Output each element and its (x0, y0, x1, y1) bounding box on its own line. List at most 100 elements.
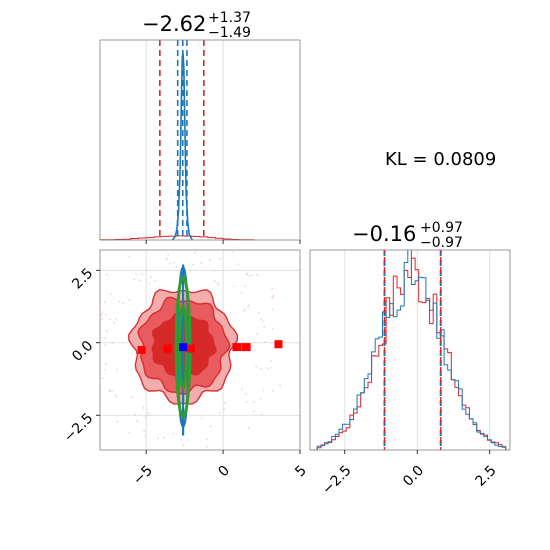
joint-scatter-point (101, 377, 104, 380)
joint-y-tick-label: −2.5 (61, 410, 96, 445)
joint-scatter-point (209, 259, 212, 262)
joint-scatter-point (81, 317, 83, 319)
joint-scatter-point (113, 322, 116, 324)
top-marginal-title-plus: +1.37 (208, 10, 251, 26)
joint-scatter-point (247, 304, 250, 307)
top-marginal-frame (99, 39, 301, 241)
joint-scatter-point (104, 300, 107, 303)
joint-scatter-point (272, 390, 275, 392)
joint-scatter-point (232, 250, 235, 253)
joint-scatter-point (114, 394, 117, 397)
joint-scatter-point (136, 420, 139, 423)
joint-scatter-point (128, 299, 130, 302)
joint-scatter-point (148, 282, 151, 285)
joint-scatter-point (142, 405, 145, 408)
joint-scatter-point (267, 367, 269, 370)
joint-scatter-point (141, 273, 144, 276)
right-marginal-quantile-lines (383, 250, 442, 450)
joint-scatter-point (259, 367, 262, 370)
joint-scatter-point (244, 285, 246, 287)
joint-scatter-point (213, 280, 216, 283)
joint-scatter-point (223, 402, 226, 404)
joint-scatter-point (175, 266, 178, 268)
joint-scatter-point (85, 368, 87, 370)
joint-scatter-point (263, 326, 266, 328)
joint-scatter-point (252, 401, 255, 403)
joint-scatter-point (193, 251, 196, 254)
joint-scatter-point (163, 436, 165, 439)
joint-scatter-point (97, 346, 99, 348)
joint-scatter-point (101, 311, 104, 314)
joint-scatter-point (138, 279, 141, 282)
joint-scatter-point (105, 313, 108, 316)
joint-scatter-point (248, 274, 251, 277)
joint-scatter-point (252, 410, 255, 412)
joint-scatter-point (172, 261, 175, 264)
joint-scatter-point (149, 276, 152, 278)
right-marginal-ticks: −2.5 0.0 2.5 (319, 450, 500, 498)
right-marginal-title-minus: −0.97 (420, 235, 463, 251)
joint-scatter-point (93, 339, 95, 341)
joint-scatter-point (237, 263, 240, 266)
joint-scatter-point (143, 430, 146, 433)
joint-scatter-point (271, 287, 274, 290)
joint-scatter-point (255, 365, 258, 368)
joint-scatter-point (135, 273, 137, 276)
right-marginal-blue-histogram (310, 250, 510, 450)
joint-scatter-point (81, 375, 83, 377)
joint-scatter-point (193, 248, 195, 250)
joint-scatter-point (260, 317, 263, 320)
joint-scatter-point (213, 269, 216, 272)
joint-scatter-point (146, 411, 149, 414)
joint-scatter-point (271, 308, 274, 311)
right-marginal-panel: −2.5 0.0 2.5 −0.16 +0.97 −0.97 (309, 220, 511, 498)
top-marginal-red-histogram (99, 235, 255, 241)
joint-scatter-point (128, 255, 130, 258)
joint-scatter-point (145, 270, 148, 272)
joint-scatter-point (271, 296, 274, 299)
right-red-step-histogram (310, 257, 510, 450)
top-marginal-ticks (145, 240, 301, 244)
right-marginal-title-plus: +0.97 (420, 220, 463, 236)
joint-scatter-point (172, 432, 175, 435)
joint-scatter-point (218, 412, 221, 414)
joint-scatter-point (134, 414, 136, 416)
top-red-step-histogram (99, 235, 255, 241)
joint-red-square (186, 344, 195, 353)
joint-scatter-point (180, 438, 183, 441)
joint-scatter-point (133, 277, 136, 280)
joint-scatter-point (260, 413, 263, 416)
right-x-tick-label: 2.5 (473, 463, 500, 490)
joint-scatter-point (148, 413, 151, 416)
joint-scatter-point (219, 258, 222, 260)
joint-scatter-point (156, 437, 159, 440)
joint-scatter-point (241, 388, 243, 391)
joint-scatter-point (182, 444, 185, 446)
joint-scatter-point (279, 384, 281, 387)
joint-frame (99, 249, 301, 451)
joint-scatter-point (195, 244, 197, 246)
joint-scatter-point (271, 327, 274, 330)
joint-scatter-point (216, 282, 219, 285)
joint-scatter-point (130, 396, 133, 399)
joint-scatter-point (147, 247, 149, 249)
joint-scatter-point (223, 407, 226, 410)
joint-scatter-point (262, 389, 265, 392)
joint-blue-square (179, 343, 188, 352)
joint-scatter-point (109, 318, 111, 321)
joint-scatter-point (144, 434, 147, 437)
joint-scatter-point (111, 390, 113, 393)
joint-scatter-point (141, 408, 144, 411)
joint-scatter-point (244, 393, 247, 396)
right-marginal-grid (344, 250, 491, 450)
right-marginal-title-value: −0.16 (352, 222, 416, 246)
joint-scatter-point (251, 274, 254, 277)
joint-scatter-point (105, 363, 107, 366)
joint-scatter-point (101, 318, 103, 321)
top-marginal-panel: −2.62 +1.37 −1.49 (99, 10, 301, 244)
joint-scatter-point (104, 344, 107, 346)
joint-scatter-point (242, 309, 245, 312)
right-x-tick-label: −2.5 (319, 463, 354, 498)
joint-scatter-point (270, 360, 272, 363)
joint-scatter-point (118, 300, 121, 303)
